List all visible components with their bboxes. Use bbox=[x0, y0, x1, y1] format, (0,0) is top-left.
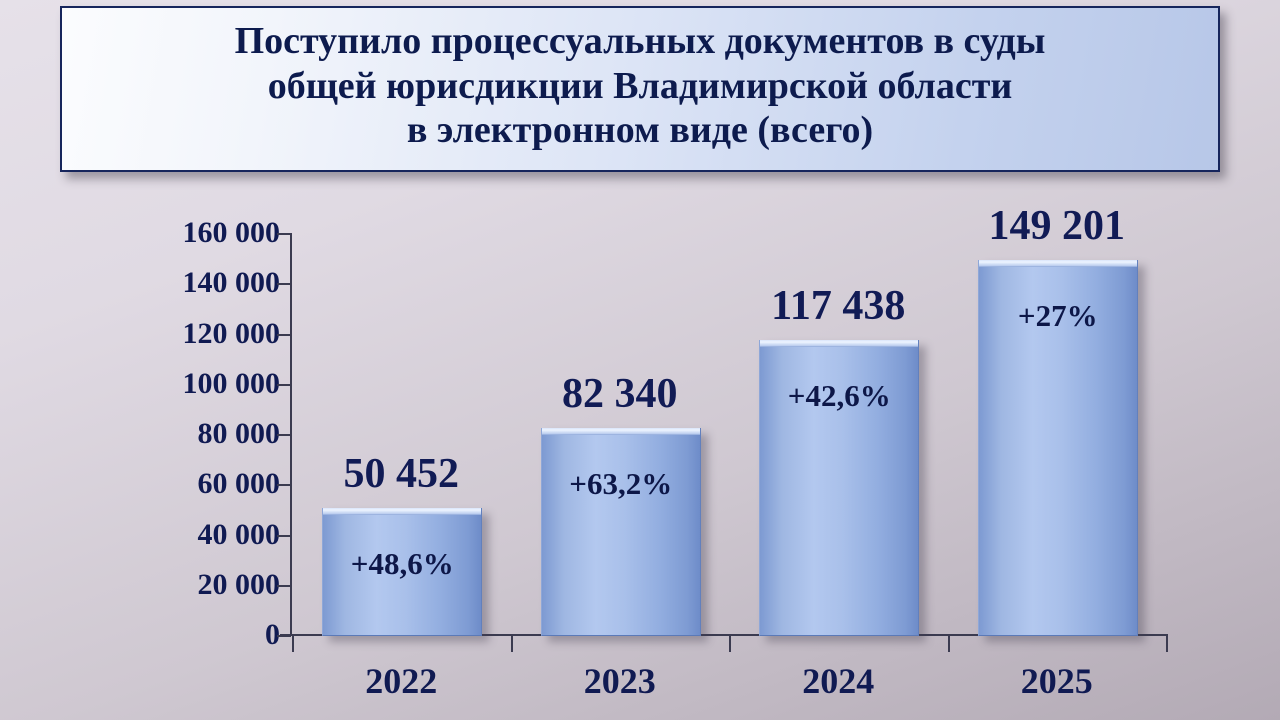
x-axis-tick-mark bbox=[510, 634, 513, 652]
bar-top-bevel bbox=[541, 428, 700, 436]
x-axis-category-label: 2024 bbox=[802, 661, 875, 701]
bar[interactable]: +48,6% bbox=[322, 508, 483, 636]
y-axis-tick-mark bbox=[277, 635, 291, 637]
x-axis-tick-mark bbox=[1166, 634, 1168, 652]
bar-growth-label: +42,6% bbox=[787, 377, 891, 413]
y-axis-tick-mark bbox=[277, 333, 291, 336]
bar-value-label: 117 438 bbox=[771, 282, 906, 329]
y-axis-tick-mark bbox=[277, 434, 291, 436]
y-axis-tick-mark bbox=[277, 283, 291, 286]
y-axis-tick-label: 140 000 bbox=[182, 266, 281, 300]
y-axis-tick-labels: 0 20 000 40 000 60 000 80 000 100 000 120 000 1… bbox=[128, 0, 281, 720]
y-axis-tick-mark bbox=[277, 534, 291, 537]
y-axis-tick-label: 0 bbox=[265, 618, 280, 651]
y-axis-tick-label: 40 000 bbox=[197, 517, 281, 551]
bar[interactable]: +42,6% bbox=[759, 339, 920, 636]
y-axis-tick-label: 80 000 bbox=[197, 417, 281, 450]
chart-title-line-3: в электронном виде (всего) bbox=[406, 109, 874, 152]
y-axis-tick-mark bbox=[277, 584, 291, 587]
y-axis-tick-label: 160 000 bbox=[182, 216, 281, 249]
bar-value-label: 82 340 bbox=[562, 371, 678, 418]
x-axis-tick-mark bbox=[292, 634, 294, 652]
bar-value-label: 149 201 bbox=[988, 203, 1126, 250]
x-axis-tick-mark bbox=[947, 634, 950, 652]
bar-top-bevel bbox=[760, 339, 919, 347]
x-axis-category-label: 2025 bbox=[1020, 661, 1093, 701]
bar-top-bevel bbox=[323, 508, 482, 516]
bar-top-bevel bbox=[978, 260, 1137, 268]
y-axis-tick-mark bbox=[277, 383, 291, 386]
chart-title-line-1: Поступило процессуальных документов в су… bbox=[234, 19, 1046, 62]
y-axis-tick-label: 20 000 bbox=[197, 567, 281, 601]
bar[interactable]: +63,2% bbox=[540, 428, 701, 636]
bar-growth-label: +48,6% bbox=[350, 546, 454, 582]
y-axis-tick-label: 100 000 bbox=[182, 366, 281, 400]
bar-value-label: 50 452 bbox=[343, 451, 460, 498]
y-axis-tick-label: 120 000 bbox=[182, 316, 281, 350]
x-axis-line bbox=[280, 634, 1166, 636]
chart-title-line-2: общей юрисдикции Владимирской области bbox=[267, 64, 1013, 107]
y-axis-tick-label: 60 000 bbox=[197, 467, 281, 501]
y-axis-line bbox=[290, 233, 292, 636]
x-axis-category-label: 2023 bbox=[583, 661, 656, 701]
y-axis-tick-mark bbox=[277, 233, 291, 235]
bar-growth-label: +27% bbox=[1017, 298, 1098, 334]
x-axis-tick-mark bbox=[729, 634, 731, 652]
y-axis-tick-mark bbox=[277, 484, 291, 487]
x-axis-category-label: 2022 bbox=[365, 661, 438, 701]
chart-title-panel: Поступило процессуальных документов в су… bbox=[60, 6, 1220, 172]
bar[interactable]: +27% bbox=[977, 260, 1138, 636]
bar-growth-label: +63,2% bbox=[569, 466, 673, 502]
